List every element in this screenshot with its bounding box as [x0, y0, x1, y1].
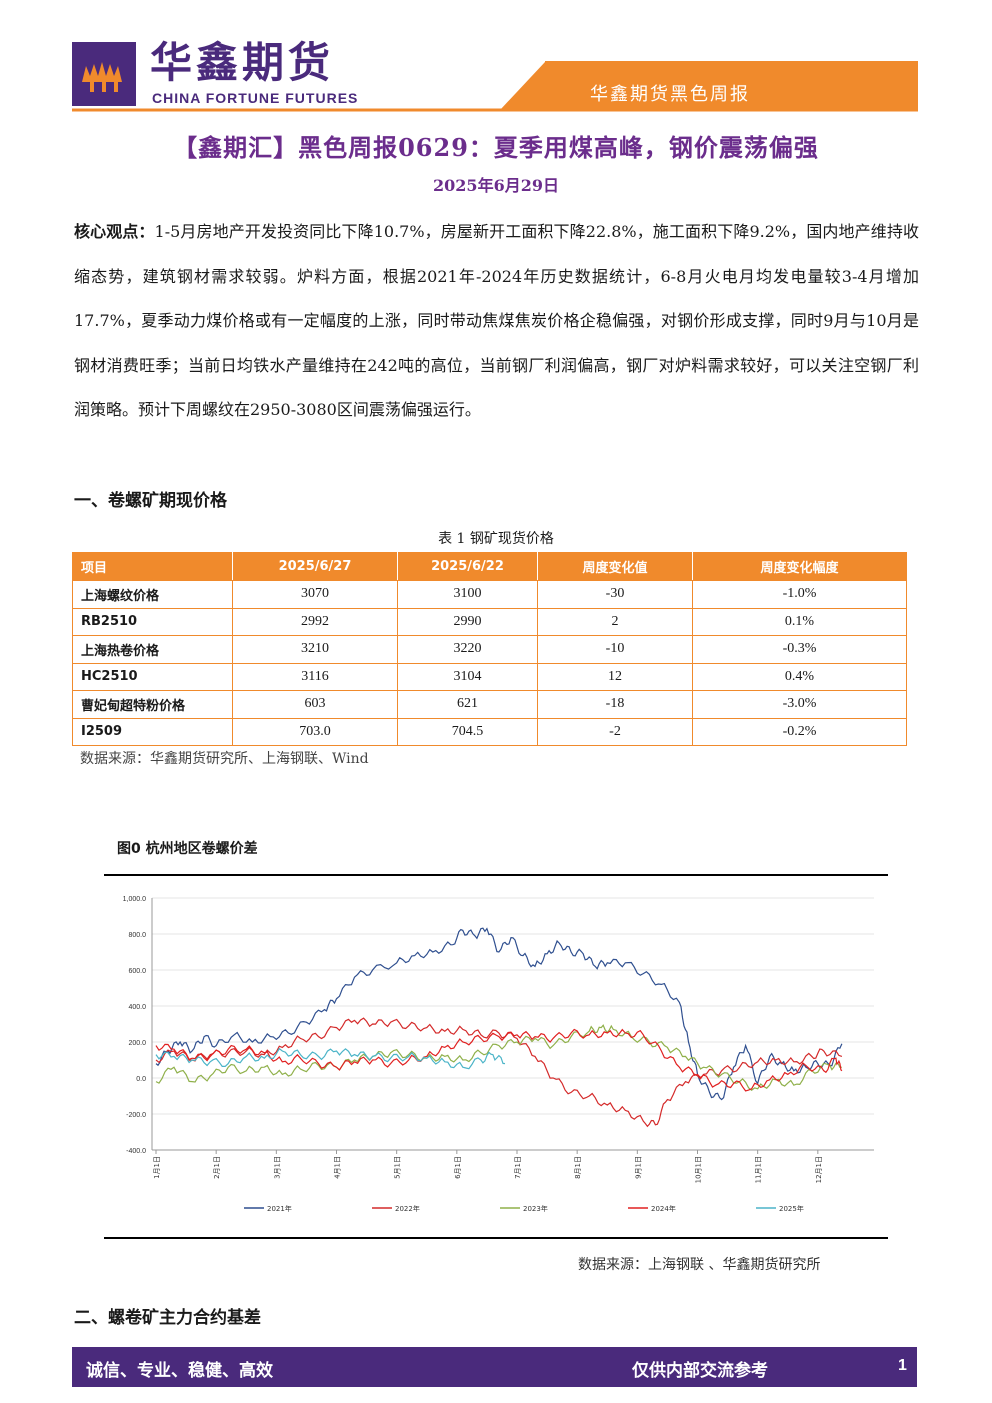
table-caption: 表 1 钢矿现货价格 [438, 531, 554, 547]
report-label: 华鑫期货黑色周报 [590, 84, 750, 105]
spread-chart-svg: 1,000.0 800.0 600.0 400.0 200.0 0.0 -200.0 -400… [104, 874, 888, 1239]
x-tick-label: 8月1日 [574, 1156, 582, 1179]
core-viewpoint-label: 核心观点： [74, 222, 155, 241]
y-tick-label: 400.0 [128, 1004, 146, 1011]
table-cell: HC2510 [72, 662, 233, 691]
company-logo [72, 42, 136, 106]
x-tick-label: 12月1日 [815, 1156, 823, 1183]
table-cell: 3104 [397, 662, 538, 691]
y-tick-label: 1,000.0 [123, 896, 146, 903]
y-tick-label: 200.0 [128, 1040, 146, 1047]
page-number: 1 [898, 1357, 907, 1374]
table-header-row: 项目 2025/6/27 2025/6/22 周度变化值 周度变化幅度 [72, 552, 907, 581]
table-cell: 曹妃甸超特粉价格 [72, 690, 233, 719]
series-line-2023年 [155, 1024, 842, 1091]
y-tick-label: 600.0 [128, 968, 146, 975]
series-line-2025年 [155, 1047, 506, 1070]
table-cell: -30 [537, 580, 693, 609]
table-source: 数据来源：华鑫期货研究所、上海钢联、Wind [80, 751, 369, 767]
table-header: 周度变化幅度 [692, 552, 907, 581]
x-tick-label: 2月1日 [213, 1156, 221, 1179]
legend-label: 2021年 [267, 1204, 292, 1213]
table-cell: 2992 [232, 607, 398, 636]
report-title: 【鑫期汇】黑色周报0629：夏季用煤高峰，钢价震荡偏强 [173, 133, 819, 162]
y-tick-label: -200.0 [126, 1112, 146, 1119]
table-cell: 704.5 [397, 717, 538, 746]
table-cell: 上海热卷价格 [72, 635, 233, 664]
table-cell: 12 [537, 662, 693, 691]
table-header: 项目 [72, 552, 233, 581]
table-cell: -10 [537, 635, 693, 664]
legend-label: 2024年 [651, 1204, 676, 1213]
price-table: 项目 2025/6/27 2025/6/22 周度变化值 周度变化幅度 上海螺纹… [72, 552, 907, 746]
footer-motto: 诚信、专业、稳健、高效 [86, 1361, 273, 1381]
table-row: 上海螺纹价格 3070 3100 -30 -1.0% [72, 580, 907, 609]
table-cell: I2509 [72, 717, 233, 746]
table-cell: 3210 [232, 635, 398, 664]
y-tick-label: 800.0 [128, 932, 146, 939]
table-cell: 3100 [397, 580, 538, 609]
figure-title: 图0 杭州地区卷螺价差 [117, 841, 258, 857]
x-tick-label: 9月1日 [634, 1156, 642, 1179]
x-tick-label: 3月1日 [273, 1156, 281, 1179]
table-row: I2509 703.0 704.5 -2 -0.2% [72, 717, 907, 746]
table-header: 2025/6/22 [397, 552, 538, 581]
table-cell: 3070 [232, 580, 398, 609]
table-cell: 703.0 [232, 717, 398, 746]
x-tick-label: 5月1日 [394, 1156, 402, 1179]
table-cell: 3220 [397, 635, 538, 664]
y-tick-label: 0.0 [136, 1076, 146, 1083]
core-viewpoint-text: 1-5月房地产开发投资同比下降10.7%，房屋新开工面积下降22.8%，施工面积… [74, 222, 919, 419]
figure-source: 数据来源：上海钢联 、华鑫期货研究所 [578, 1257, 821, 1273]
legend-label: 2022年 [395, 1204, 420, 1213]
spread-chart: 1,000.0 800.0 600.0 400.0 200.0 0.0 -200.0 -400… [104, 872, 888, 1240]
x-tick-label: 1月1日 [153, 1156, 161, 1179]
table-cell: 2 [537, 607, 693, 636]
legend-label: 2023年 [523, 1204, 548, 1213]
legend-label: 2025年 [779, 1204, 804, 1213]
report-date: 2025年6月29日 [433, 176, 559, 195]
table-cell: -3.0% [692, 690, 907, 719]
table-cell: -2 [537, 717, 693, 746]
series-line-2021年 [155, 927, 843, 1101]
x-tick-label: 11月1日 [755, 1156, 763, 1183]
header-decoration [72, 61, 918, 112]
table-header: 2025/6/27 [232, 552, 398, 581]
table-cell: 0.1% [692, 607, 907, 636]
x-tick-label: 4月1日 [334, 1156, 342, 1179]
table-cell: 2990 [397, 607, 538, 636]
series-line-2022年 [155, 1017, 843, 1128]
table-cell: -18 [537, 690, 693, 719]
table-row: 曹妃甸超特粉价格 603 621 -18 -3.0% [72, 690, 907, 719]
table-row: RB2510 2992 2990 2 0.1% [72, 607, 907, 636]
section-heading-1: 一、卷螺矿期现价格 [74, 491, 227, 511]
table-cell: -1.0% [692, 580, 907, 609]
series-line-2024年 [155, 1028, 843, 1092]
table-cell: 上海螺纹价格 [72, 580, 233, 609]
header-band [0, 0, 992, 120]
footer-bar: 诚信、专业、稳健、高效 仅供内部交流参考 1 [72, 1347, 917, 1387]
y-tick-label: -400.0 [126, 1148, 146, 1155]
logo-chinese-name: 华鑫期货 [150, 38, 335, 87]
x-tick-label: 6月1日 [454, 1156, 462, 1179]
table-cell: 621 [397, 690, 538, 719]
x-tick-label: 7月1日 [514, 1156, 522, 1179]
section-heading-2: 二、螺卷矿主力合约基差 [74, 1308, 261, 1328]
table-cell: RB2510 [72, 607, 233, 636]
table-header: 周度变化值 [537, 552, 693, 581]
table-cell: -0.2% [692, 717, 907, 746]
table-cell: 3116 [232, 662, 398, 691]
x-tick-label: 10月1日 [695, 1156, 703, 1183]
table-cell: -0.3% [692, 635, 907, 664]
table-cell: 603 [232, 690, 398, 719]
table-row: 上海热卷价格 3210 3220 -10 -0.3% [72, 635, 907, 664]
logo-english-name: CHINA FORTUNE FUTURES [152, 90, 359, 106]
footer-notice: 仅供内部交流参考 [632, 1361, 768, 1381]
table-row: HC2510 3116 3104 12 0.4% [72, 662, 907, 691]
table-cell: 0.4% [692, 662, 907, 691]
core-viewpoint: 核心观点：1-5月房地产开发投资同比下降10.7%，房屋新开工面积下降22.8%… [74, 210, 919, 433]
